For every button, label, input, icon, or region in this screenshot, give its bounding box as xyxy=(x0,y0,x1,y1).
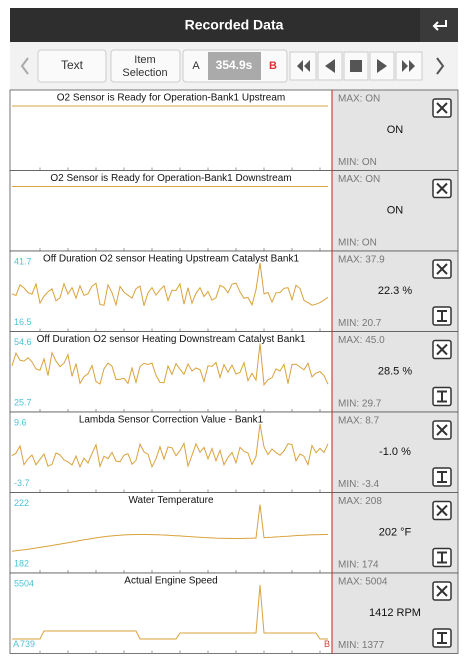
current-value: ON xyxy=(387,124,404,136)
time-box xyxy=(208,52,261,80)
current-value: 202 °F xyxy=(379,526,412,538)
data-row: Actual Engine Speed 5504 739 MAX: 5004 1412 … xyxy=(9,572,459,654)
close-icon xyxy=(436,343,448,356)
header-bar xyxy=(10,8,458,42)
close-icon xyxy=(436,263,448,275)
fast-forward[interactable] xyxy=(395,51,423,81)
axis-min: -3.7 xyxy=(14,478,30,488)
min-label: MIN: -3.4 xyxy=(338,479,380,490)
marker-a[interactable]: A xyxy=(192,60,200,72)
row-title: Lambda Sensor Correction Value - Bank1 xyxy=(79,415,264,426)
marker-a-line: A xyxy=(13,639,19,649)
close-icon xyxy=(436,504,448,517)
chart-area xyxy=(9,250,333,332)
close-icon xyxy=(436,182,448,195)
trace xyxy=(11,343,329,387)
media-controls xyxy=(289,51,423,81)
min-label: MIN: ON xyxy=(338,157,377,168)
time: 354.9s xyxy=(216,58,253,72)
row-title: O2 Sensor is Ready for Operation-Bank1 D… xyxy=(50,173,291,184)
axis-max: 9.6 xyxy=(14,417,27,427)
item-button[interactable] xyxy=(110,49,181,83)
row-title: Actual Engine Speed xyxy=(124,576,217,587)
current-value: -1.0 % xyxy=(379,446,411,458)
max-label: MAX: 5004 xyxy=(338,577,388,588)
row-title: Off Duration O2 sensor Heating Downstrea… xyxy=(37,334,306,345)
min-label: MIN: ON xyxy=(338,238,377,249)
data-row: O2 Sensor is Ready for Operation-Bank1 D… xyxy=(9,170,459,252)
stop-icon xyxy=(350,60,362,72)
axis-max: 222 xyxy=(14,498,29,508)
max-label: MAX: 45.0 xyxy=(338,335,385,346)
trace xyxy=(11,262,329,307)
axis-min: 16.5 xyxy=(14,317,32,327)
current-value: 1412 RPM xyxy=(369,607,421,619)
rows: O2 Sensor is Ready for Operation-Bank1 U… xyxy=(9,89,459,654)
axis-max: 41.7 xyxy=(14,256,32,266)
rewind-icon xyxy=(297,60,310,72)
text-button-label: Text xyxy=(61,58,84,72)
trace xyxy=(11,504,328,552)
step-back-icon xyxy=(325,59,335,73)
item-button-label: Item Selection xyxy=(122,54,167,79)
axis-min: 182 xyxy=(14,558,29,568)
text-button[interactable] xyxy=(37,49,107,83)
trace xyxy=(12,584,328,640)
prev-page[interactable] xyxy=(20,57,29,75)
current-value: 22.3 % xyxy=(378,285,412,297)
row-title: Water Temperature xyxy=(128,495,213,506)
max-label: MAX: 37.9 xyxy=(338,255,385,266)
max-label: MAX: 8.7 xyxy=(338,416,380,427)
close-icon xyxy=(436,102,448,114)
data-row: Lambda Sensor Correction Value - Bank1 9.… xyxy=(9,411,459,493)
row-title: Off Duration O2 sensor Heating Upstream … xyxy=(43,254,299,265)
min-label: MIN: 20.7 xyxy=(338,318,382,329)
back-icon xyxy=(432,20,447,31)
info-icon xyxy=(437,310,447,322)
data-row: Water Temperature 222 182 MAX: 208 202 °F MIN… xyxy=(9,492,459,574)
trace xyxy=(11,423,329,469)
info-icon xyxy=(437,551,447,564)
current-value: 28.5 % xyxy=(378,365,412,377)
marker-b[interactable]: B xyxy=(269,60,277,72)
axis-min: 739 xyxy=(20,639,35,649)
min-label: MIN: 1377 xyxy=(338,640,385,651)
max-label: MAX: ON xyxy=(338,174,380,185)
chart-area xyxy=(9,89,333,171)
max-label: MAX: ON xyxy=(338,94,380,105)
min-label: MIN: 174 xyxy=(338,560,379,571)
data-row: Off Duration O2 sensor Heating Upstream … xyxy=(9,250,459,332)
chart-area xyxy=(9,572,333,654)
next-page[interactable] xyxy=(436,57,445,75)
close-icon xyxy=(436,585,448,597)
max-label: MAX: 208 xyxy=(338,496,382,507)
current-value: ON xyxy=(387,204,404,216)
info-icon xyxy=(437,632,447,644)
marker-b-line: B xyxy=(324,639,330,649)
axis-max: 5504 xyxy=(14,578,34,588)
axis-max: 54.6 xyxy=(14,337,32,347)
close-icon xyxy=(436,424,448,436)
fast-forward-icon xyxy=(402,60,415,72)
data-row: Off Duration O2 sensor Heating Downstrea… xyxy=(9,331,459,413)
info-icon xyxy=(437,390,447,403)
min-label: MIN: 29.7 xyxy=(338,399,382,410)
header-title: Recorded Data xyxy=(185,17,284,33)
chart-area xyxy=(9,492,333,574)
row-title: O2 Sensor is Ready for Operation-Bank1 U… xyxy=(57,93,285,104)
data-row: O2 Sensor is Ready for Operation-Bank1 U… xyxy=(9,89,459,171)
axis-min: 25.7 xyxy=(14,397,32,407)
info-icon xyxy=(437,471,447,483)
step-forward-icon xyxy=(377,59,387,73)
